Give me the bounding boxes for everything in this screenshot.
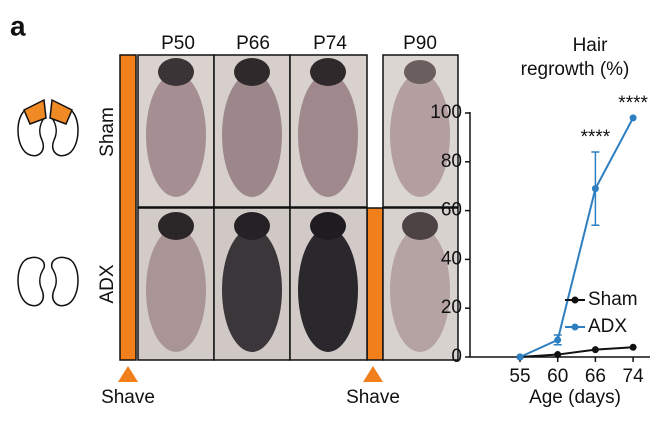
- y-tick-label: 0: [451, 346, 462, 367]
- x-axis-label: Age (days): [529, 387, 621, 408]
- legend-marker: [571, 296, 579, 304]
- x-tick-label: 60: [547, 366, 568, 387]
- x-tick-label: 66: [585, 366, 606, 387]
- x-tick-label: 55: [509, 366, 530, 387]
- row-label: ADX: [97, 264, 118, 303]
- data-point: [554, 336, 562, 344]
- kidney-icon-sham: [17, 98, 79, 157]
- legend-marker: [571, 323, 579, 331]
- shave-label: Shave: [101, 387, 155, 408]
- chart-title: Hair: [573, 35, 609, 56]
- shave-marker: [118, 366, 138, 382]
- significance-label: ****: [618, 93, 648, 114]
- column-label: P74: [313, 33, 347, 54]
- column-label: P90: [403, 33, 437, 54]
- legend-label: ADX: [588, 316, 627, 337]
- data-point: [629, 343, 637, 351]
- legend-label: Sham: [588, 289, 638, 310]
- data-point: [516, 353, 524, 361]
- data-point: [591, 346, 599, 354]
- y-tick-label: 60: [441, 200, 462, 221]
- shave-marker: [363, 366, 383, 382]
- panel-label: a: [10, 10, 26, 41]
- kidney-icon-adx: [17, 256, 79, 307]
- data-point: [591, 185, 599, 193]
- chart-title: regrowth (%): [521, 59, 630, 80]
- column-label: P66: [236, 33, 270, 54]
- y-tick-label: 80: [441, 151, 462, 172]
- data-point: [629, 114, 637, 122]
- y-tick-label: 20: [441, 297, 462, 318]
- column-label: P50: [161, 33, 195, 54]
- shave-label: Shave: [346, 387, 400, 408]
- y-tick-label: 40: [441, 248, 462, 269]
- series-line: [519, 346, 634, 358]
- series-line: [519, 117, 634, 358]
- row-label: Sham: [97, 107, 118, 157]
- data-point: [554, 351, 562, 359]
- mouse-photos: [146, 58, 450, 352]
- y-tick-label: 100: [430, 102, 462, 123]
- significance-label: ****: [581, 127, 611, 148]
- x-tick-label: 74: [623, 366, 645, 387]
